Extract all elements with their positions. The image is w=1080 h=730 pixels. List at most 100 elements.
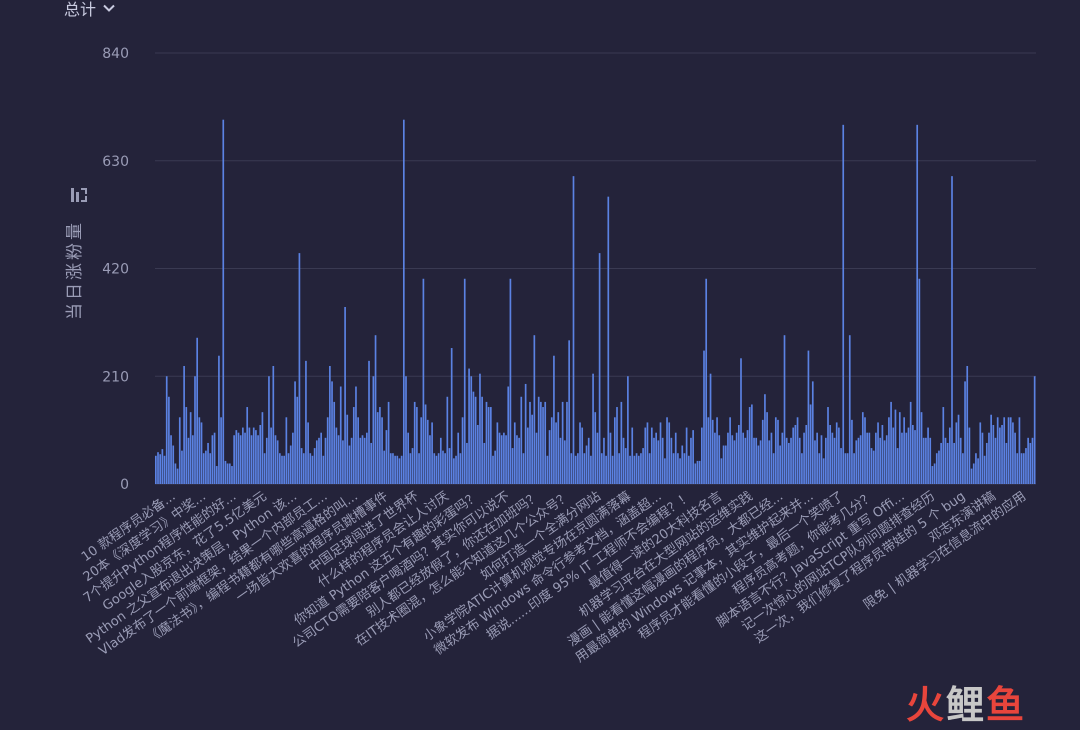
bar [376,412,379,484]
sort-icon[interactable] [70,186,88,204]
bar [692,430,694,484]
bar [909,401,912,484]
watermark-part-1: 火 [906,682,945,727]
bar [439,437,442,484]
bar [816,432,818,484]
bar [405,376,407,484]
bar [774,417,777,484]
bar [561,401,564,484]
bar [892,427,895,484]
bar [1020,453,1023,484]
bar [461,417,464,484]
bar [912,424,914,484]
bar [783,335,786,484]
bar [472,391,475,484]
bar [191,435,194,484]
bar [609,432,612,484]
bar [687,455,690,484]
bar [563,440,566,484]
bar [489,407,492,484]
bar [324,437,327,484]
bar [259,424,262,484]
bar [248,427,251,484]
bar [187,437,190,484]
bar [1027,437,1029,484]
bar [953,442,956,484]
bar [394,455,396,484]
bar [931,466,934,484]
bar [1018,417,1021,484]
bar [181,450,183,484]
bar [737,424,740,484]
bar [740,358,742,484]
bar [335,427,338,484]
bar [366,432,368,484]
bar [566,401,568,484]
bar [1007,417,1010,484]
bar [474,396,477,484]
bar [613,417,616,484]
bar [679,458,681,484]
bar [629,455,631,484]
bar [640,453,642,484]
bar [670,437,673,484]
bar [289,445,292,484]
bar [620,401,623,484]
bar [833,437,836,484]
bar [883,440,886,484]
bar [185,407,188,484]
bar [292,432,294,484]
bar [189,412,192,484]
bar [744,437,747,484]
bar [707,417,710,484]
bar [650,427,653,484]
bar [894,409,897,484]
bar [250,435,253,484]
bar [418,453,420,484]
bar [592,373,594,484]
bar [165,376,168,484]
bar [546,455,549,484]
metric-dropdown[interactable]: 总计 [64,0,116,20]
bar [509,278,512,484]
bar [914,430,916,484]
bar [657,440,660,484]
bar [476,424,479,484]
bar [453,458,455,484]
bar [176,468,179,484]
bar [959,437,962,484]
bar [766,412,768,484]
bar [437,453,440,484]
bar [875,432,877,484]
bar [733,440,736,484]
bar [598,253,601,484]
bar [824,437,827,484]
y-tick-label: 0 [120,477,129,493]
bar [355,386,357,484]
bar [239,435,242,484]
y-tick-label: 840 [102,46,129,62]
bar [1001,424,1003,484]
bar [344,306,346,484]
bar [550,417,553,484]
bar [790,437,792,484]
bar [635,453,638,484]
bar [518,437,520,484]
bar [329,365,331,484]
bar [524,383,527,484]
bar [257,435,259,484]
bar [294,381,296,484]
bar [420,417,423,484]
bar [644,427,647,484]
bar [416,407,418,484]
bar [985,442,988,484]
bar [492,455,494,484]
bar [798,437,801,484]
bar [988,432,990,484]
bar [805,424,808,484]
bar [307,422,309,484]
bar [572,176,575,484]
bar [161,449,164,484]
bar [785,437,788,484]
bar [237,432,240,484]
